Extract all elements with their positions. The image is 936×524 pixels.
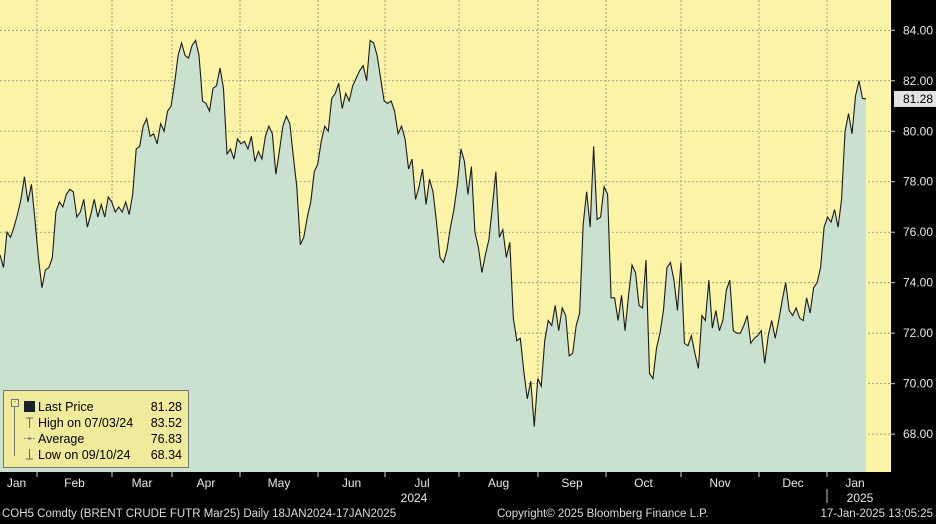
x-tick-label: Sep: [561, 476, 583, 490]
y-tick-label: 84.00: [903, 23, 933, 37]
legend: - Last Price 81.28 High on 07/03/24 83.5…: [3, 390, 189, 468]
legend-average-value: 76.83: [150, 432, 182, 446]
legend-average: Average 76.83: [4, 431, 188, 447]
y-tick-label: 74.00: [903, 276, 933, 290]
x-tick-label: Mar: [132, 476, 153, 490]
low-marker-icon: [26, 449, 33, 460]
y-tick-label: 76.00: [903, 225, 933, 239]
price-tag-label: 81.28: [903, 92, 933, 106]
series-swatch: [24, 401, 35, 412]
average-marker-icon: [24, 437, 35, 440]
x-tick-label: Jul: [414, 476, 429, 490]
footer-copyright: Copyright© 2025 Bloomberg Finance L.P.: [497, 508, 709, 520]
legend-last-value: 81.28: [150, 400, 182, 414]
x-axis: Jan Feb Mar Apr May Jun Jul Aug Sep Oct Nov Dec Jan2…: [7, 472, 874, 505]
legend-last-label: Last Price: [38, 400, 94, 414]
legend-tree-line: [14, 402, 15, 456]
x-tick-label: Oct: [634, 476, 653, 490]
high-marker-icon: [26, 417, 33, 428]
x-tick-label: Dec: [782, 476, 803, 490]
legend-low-value: 68.34: [150, 448, 182, 462]
price-tag-bg: [894, 90, 936, 107]
last-price-tag: 81.28: [894, 90, 936, 107]
legend-low-label: Low on 09/10/24: [38, 448, 131, 462]
legend-high-value: 83.52: [150, 416, 182, 430]
y-tick-label: 80.00: [903, 124, 933, 138]
legend-last-price: Last Price 81.28: [4, 399, 188, 415]
collapse-icon[interactable]: -: [11, 399, 19, 407]
legend-high: High on 07/03/24 83.52: [4, 415, 188, 431]
x-tick-label: Jan: [845, 476, 864, 490]
price-chart: 84.00 82.00 80.00 78.00 76.00 74.00 72.00 70.00…: [0, 0, 936, 505]
y-tick-label: 78.00: [903, 175, 933, 189]
x-tick-label: Feb: [64, 476, 85, 490]
y-tick-label: 72.00: [903, 326, 933, 340]
footer-timestamp: 17-Jan-2025 13:05:25: [820, 508, 933, 520]
x-year-label: 2024: [401, 491, 428, 505]
x-year-label: 2025: [847, 491, 874, 505]
x-tick-label: Aug: [488, 476, 509, 490]
legend-average-label: Average: [38, 432, 85, 446]
legend-low: Low on 09/10/24 68.34: [4, 447, 188, 463]
footer-bar: COH5 Comdty (BRENT CRUDE FUTR Mar25) Dai…: [0, 505, 936, 524]
x-tick-label: Apr: [197, 476, 216, 490]
x-tick-label: May: [268, 476, 291, 490]
price-area: [0, 40, 866, 472]
x-tick-label: Nov: [709, 476, 730, 490]
legend-high-label: High on 07/03/24: [38, 416, 134, 430]
y-tick-label: 70.00: [903, 377, 933, 391]
y-tick-label: 82.00: [903, 74, 933, 88]
footer-ticker: COH5 Comdty (BRENT CRUDE FUTR Mar25) Dai…: [2, 508, 397, 520]
x-tick-label: Jan: [7, 476, 26, 490]
price-line: [0, 39, 867, 427]
y-axis: 84.00 82.00 80.00 78.00 76.00 74.00 72.00 70.00…: [891, 23, 933, 441]
y-tick-label: 68.00: [903, 427, 933, 441]
x-tick-label: Jun: [342, 476, 361, 490]
